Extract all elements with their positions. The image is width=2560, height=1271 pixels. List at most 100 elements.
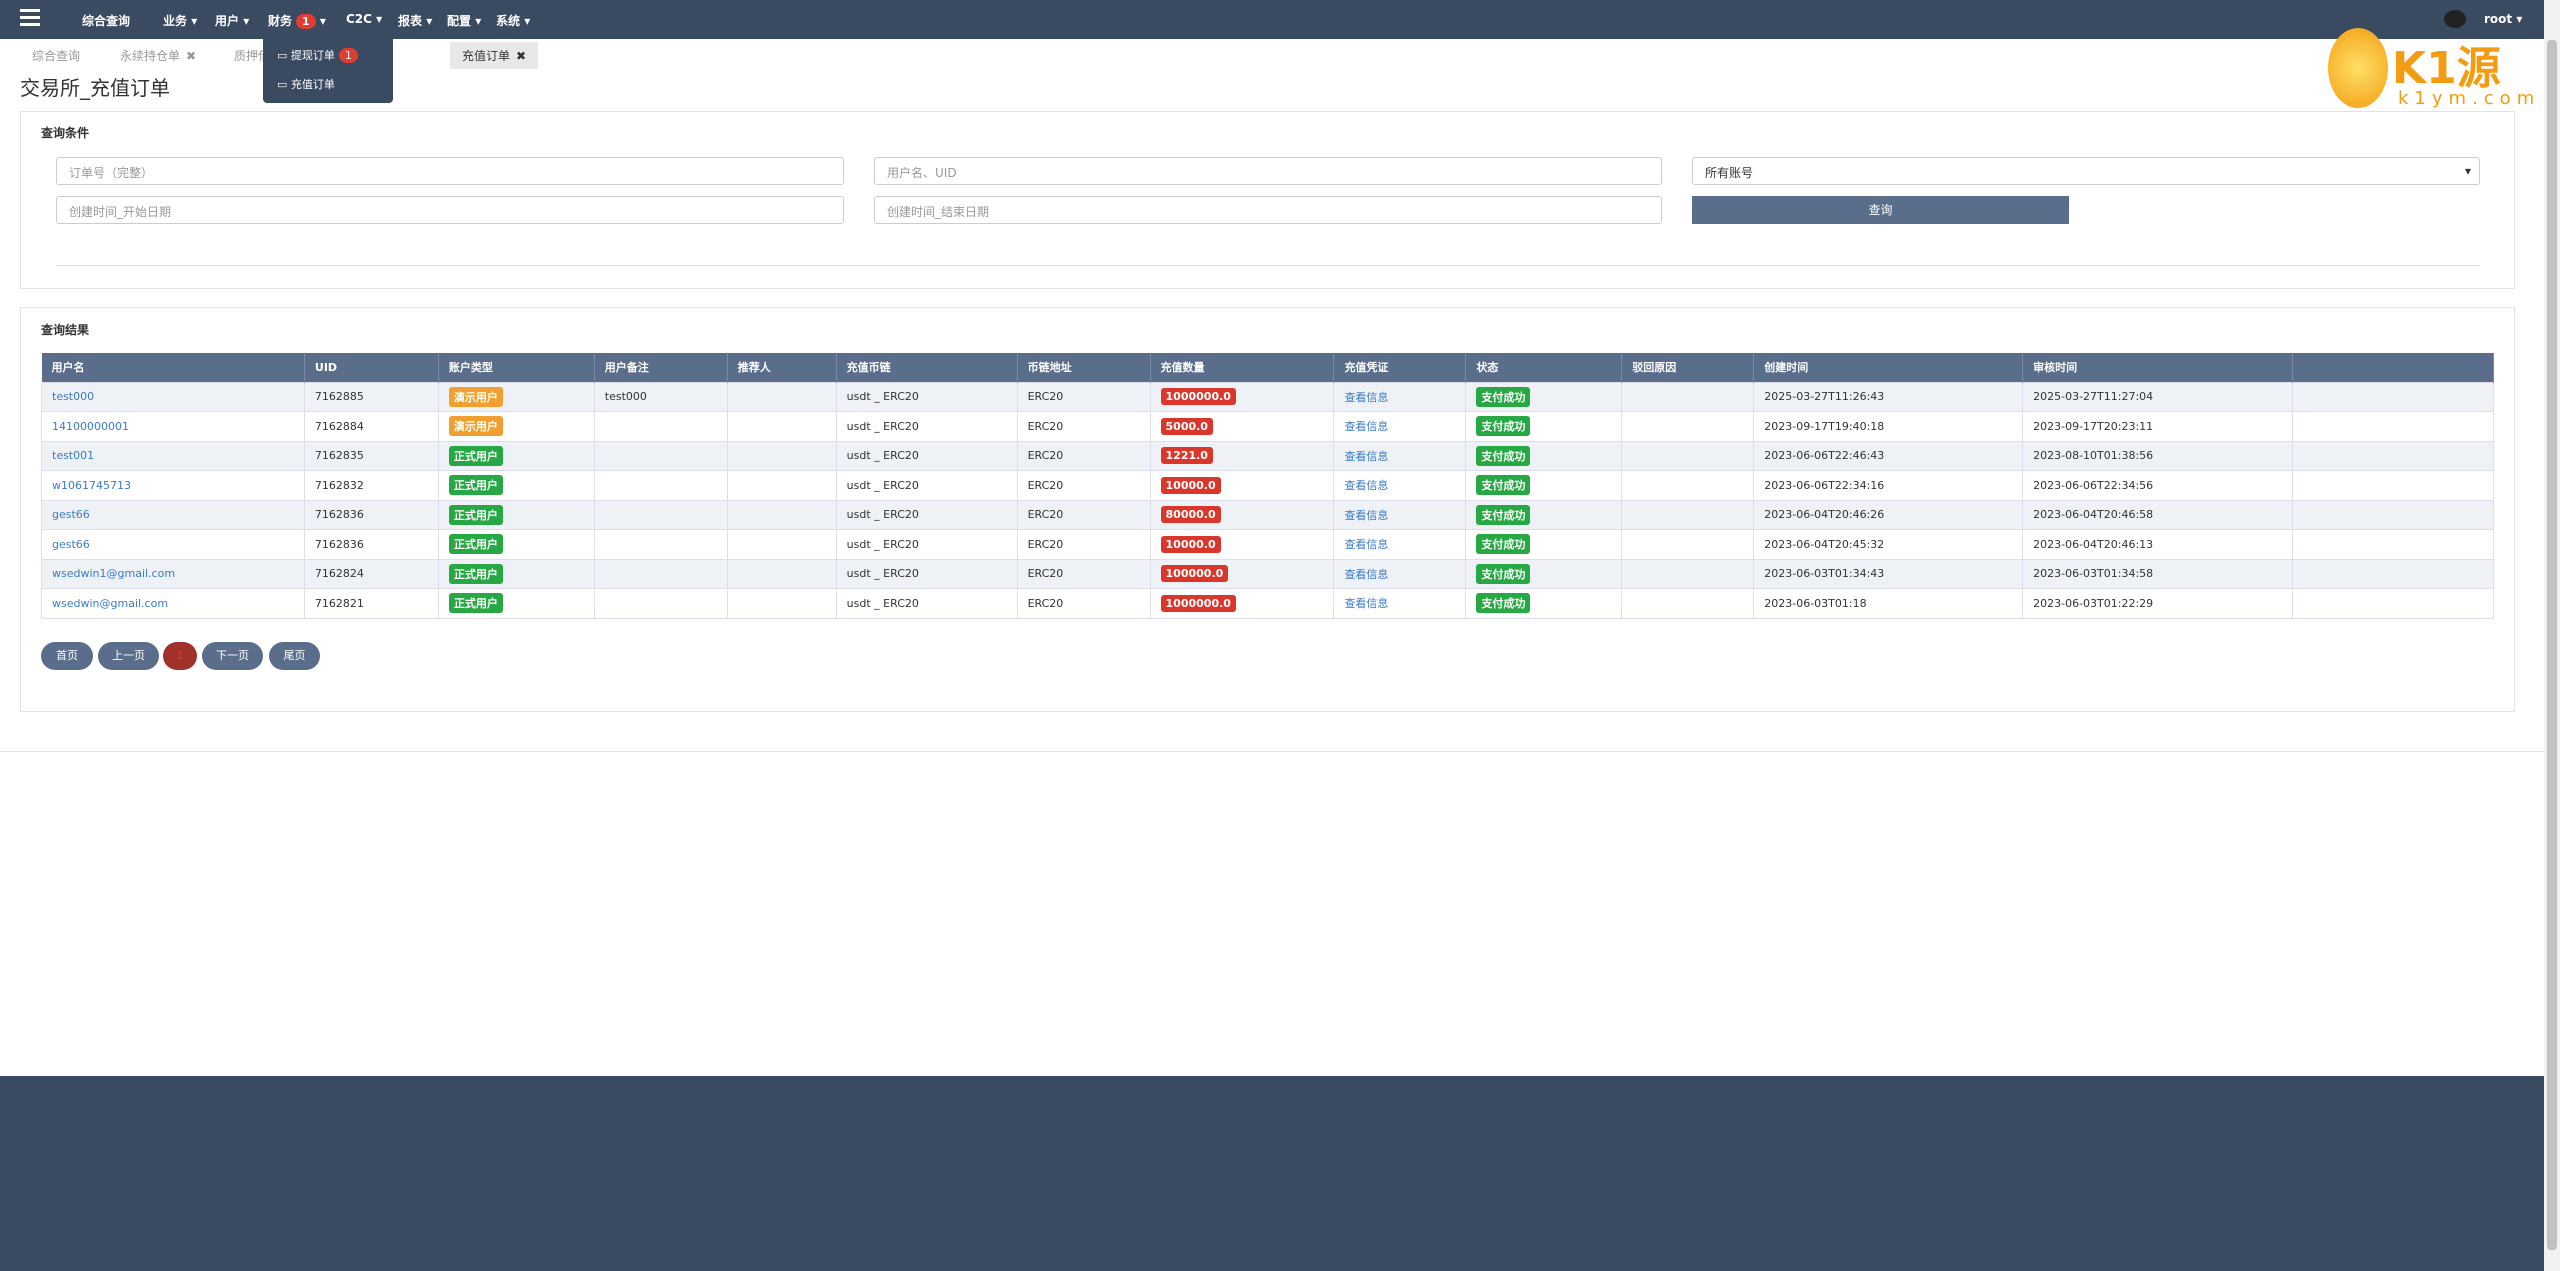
select-value: 所有账号 — [1705, 166, 1754, 180]
nav-item[interactable]: 财务 1 ▾ — [268, 14, 326, 29]
table-row: gest66 7162836 正式用户 usdt _ ERC20 ERC20 10000.… — [41, 529, 2494, 560]
user-link[interactable]: w1061745713 — [52, 478, 131, 492]
cell — [2292, 529, 2494, 560]
page-button[interactable]: 首页 — [41, 642, 93, 670]
column-header: 推荐人 — [727, 353, 837, 382]
account-type-label: 演示用户 — [448, 416, 503, 437]
cell — [726, 411, 837, 442]
cell — [593, 529, 728, 560]
nav-item[interactable]: 报表 ▾ — [398, 14, 433, 28]
nav-item[interactable]: 配置 ▾ — [447, 14, 482, 28]
tab-close[interactable]: ✖ — [186, 49, 197, 63]
cell: 7162821 — [303, 588, 439, 619]
user-link[interactable]: test000 — [52, 390, 95, 404]
voucher-link[interactable]: 查看信息 — [1344, 508, 1389, 522]
tab[interactable]: 综合查询 — [20, 42, 92, 69]
cell: 7162885 — [303, 381, 439, 412]
page-button[interactable]: 1 — [163, 642, 197, 670]
dropdown-item[interactable]: ▭ 充值订单 — [277, 78, 335, 91]
voucher-link[interactable]: 查看信息 — [1344, 567, 1389, 581]
order-input[interactable]: 订单号（完整） — [56, 157, 844, 185]
menu-toggle[interactable] — [20, 9, 40, 26]
cell-text: usdt _ ERC20 — [846, 596, 919, 610]
cell-text: usdt _ ERC20 — [846, 390, 919, 404]
account-type-label: 正式用户 — [448, 534, 503, 555]
cell: test000 — [41, 381, 305, 412]
cell: 支付成功 — [1465, 529, 1623, 560]
column-header: 充值数量 — [1150, 353, 1335, 382]
tab[interactable]: 永续持仓单 ✖ — [108, 42, 208, 69]
user-link[interactable]: test001 — [52, 449, 95, 463]
cell: 支付成功 — [1465, 588, 1623, 619]
cell-text: usdt _ ERC20 — [846, 537, 919, 551]
dropdown-item[interactable]: ▭ 提现订单 1 — [277, 47, 358, 63]
divider — [56, 265, 2480, 266]
nav-item[interactable]: 业务 ▾ — [163, 14, 198, 28]
nav-item[interactable]: 综合查询 — [82, 12, 130, 29]
voucher-link[interactable]: 查看信息 — [1344, 479, 1389, 493]
cell-text: usdt _ ERC20 — [846, 449, 919, 463]
cell-text: 2023-09-17T19:40:18 — [1764, 419, 1885, 433]
user-link[interactable]: gest66 — [52, 508, 90, 522]
voucher-link[interactable]: 查看信息 — [1344, 538, 1389, 552]
end-date-input[interactable]: 创建时间_结束日期 — [874, 196, 1662, 224]
user-link[interactable]: gest66 — [52, 537, 90, 551]
cell: 2025-03-27T11:26:43 — [1753, 381, 2024, 412]
cell: ERC20 — [1016, 558, 1151, 589]
cell: wsedwin1@gmail.com — [41, 558, 305, 589]
cell: gest66 — [41, 529, 305, 560]
page-button[interactable]: 上一页 — [98, 642, 159, 670]
chat-icon[interactable] — [2444, 10, 2466, 28]
cell: ERC20 — [1016, 381, 1151, 412]
nav-item[interactable]: C2C ▾ — [346, 12, 383, 26]
page-button[interactable]: 尾页 — [269, 642, 320, 670]
cell: 支付成功 — [1465, 381, 1623, 412]
amount-label: 1000000.0 — [1160, 388, 1236, 406]
table-row: test001 7162835 正式用户 usdt _ ERC20 ERC20 1221.… — [41, 440, 2494, 471]
start-date-input[interactable]: 创建时间_开始日期 — [56, 196, 844, 224]
account-type-label: 正式用户 — [448, 445, 503, 466]
voucher-link[interactable]: 查看信息 — [1344, 449, 1389, 463]
cell: ERC20 — [1016, 529, 1151, 560]
cell: 2023-06-03T01:18 — [1753, 588, 2024, 619]
account-select[interactable]: 所有账号 ▾ — [1692, 157, 2480, 185]
cell: 7162832 — [303, 470, 439, 501]
user-link[interactable]: wsedwin@gmail.com — [52, 596, 169, 610]
cell: ERC20 — [1016, 440, 1151, 471]
cell — [593, 558, 728, 589]
user-menu[interactable]: root ▾ — [2484, 12, 2523, 26]
nav-item[interactable]: 系统 ▾ — [496, 14, 531, 28]
cell-text: 7162832 — [314, 478, 364, 492]
cell: 查看信息 — [1333, 499, 1467, 530]
amount-label: 5000.0 — [1160, 417, 1213, 435]
finance-dropdown: ▭ 提现订单 1 ▭ 充值订单 — [263, 39, 393, 103]
badge: 1 — [338, 48, 358, 63]
cell-text: ERC20 — [1027, 478, 1064, 492]
voucher-link[interactable]: 查看信息 — [1344, 390, 1389, 404]
cell: 2023-06-04T20:46:13 — [2022, 529, 2294, 560]
cell-text: 7162885 — [314, 390, 364, 404]
voucher-link[interactable]: 查看信息 — [1344, 420, 1389, 434]
cell — [1621, 558, 1755, 589]
cell: 1000000.0 — [1149, 588, 1335, 619]
nav-item[interactable]: 用户 ▾ — [215, 14, 250, 28]
user-link[interactable]: wsedwin1@gmail.com — [52, 567, 176, 581]
page-button[interactable]: 下一页 — [202, 642, 263, 670]
cell: 7162884 — [303, 411, 439, 442]
footer — [0, 1076, 2544, 1271]
query-button[interactable]: 查询 — [1692, 196, 2069, 224]
tab-close[interactable]: ✖ — [516, 49, 527, 63]
column-header: 账户类型 — [438, 353, 595, 382]
tab[interactable]: 充值订单 ✖ — [450, 42, 539, 69]
cell: 2023-09-17T19:40:18 — [1753, 411, 2024, 442]
voucher-link[interactable]: 查看信息 — [1344, 597, 1389, 611]
user-link[interactable]: 14100000001 — [52, 419, 129, 433]
cell — [593, 499, 728, 530]
cell — [726, 588, 837, 619]
cell-text: usdt _ ERC20 — [846, 508, 919, 522]
account-type-label: 演示用户 — [448, 386, 503, 407]
user-input[interactable]: 用户名、UID — [874, 157, 1662, 185]
column-header: 审核时间 — [2022, 353, 2294, 382]
cell-text: ERC20 — [1027, 390, 1064, 404]
